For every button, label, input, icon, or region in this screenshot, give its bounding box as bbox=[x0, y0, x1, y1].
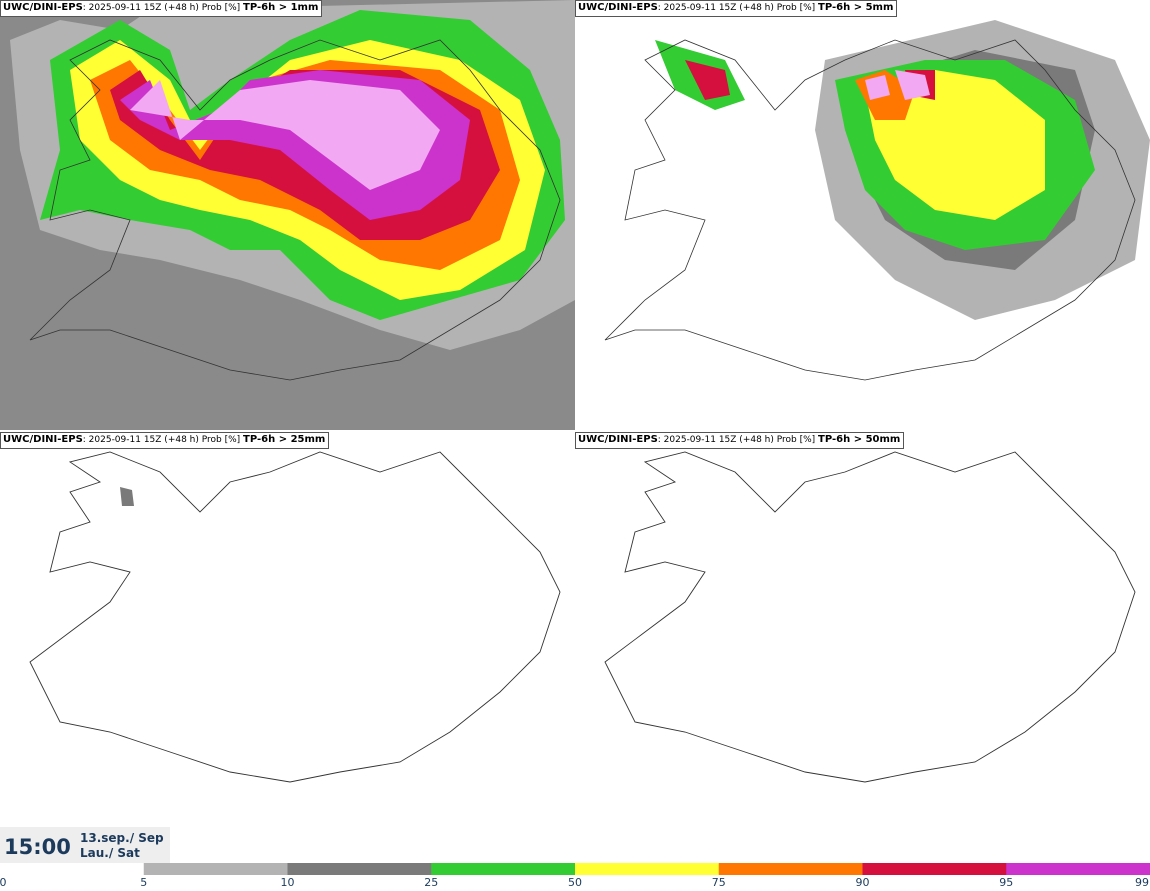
probability-map-1mm bbox=[0, 0, 575, 430]
prob-field bbox=[0, 0, 575, 430]
valid-day-line: Lau./ Sat bbox=[80, 846, 140, 860]
panel-title: UWC/DINI-EPS: 2025-09-11 15Z (+48 h) Pro… bbox=[0, 0, 323, 17]
panel-title: UWC/DINI-EPS: 2025-09-11 15Z (+48 h) Pro… bbox=[0, 432, 330, 449]
colorbar bbox=[0, 863, 1150, 875]
colorbar-tick-label: 5 bbox=[140, 876, 148, 889]
panel-title: UWC/DINI-EPS: 2025-09-11 15Z (+48 h) Pro… bbox=[575, 432, 905, 449]
valid-time-box bbox=[0, 827, 170, 863]
probability-map-50mm bbox=[575, 432, 1150, 827]
valid-date-line: 13.sep./ Sep bbox=[80, 831, 164, 845]
panel-title: UWC/DINI-EPS: 2025-09-11 15Z (+48 h) Pro… bbox=[575, 0, 898, 17]
valid-time: 15:00 bbox=[4, 835, 71, 859]
probability-map-25mm bbox=[0, 432, 575, 827]
colorbar-tick-label: 90 bbox=[855, 876, 870, 889]
coastline bbox=[604, 451, 1136, 783]
map-panel-5mm: UWC/DINI-EPS: 2025-09-11 15Z (+48 h) Pro… bbox=[575, 0, 1150, 430]
colorbar-segment bbox=[718, 863, 863, 875]
colorbar-tick-label: 0 bbox=[0, 876, 7, 889]
colorbar-tick-label: 25 bbox=[424, 876, 439, 889]
coastline bbox=[29, 39, 561, 381]
colorbar-segment bbox=[575, 863, 720, 875]
colorbar-segment bbox=[143, 863, 288, 875]
colorbar-tick-label: 50 bbox=[568, 876, 582, 889]
valid-date: 13.sep./ Sep Lau./ Sat bbox=[80, 831, 164, 861]
colorbar-tick-label: 95 bbox=[999, 876, 1014, 889]
prob-field bbox=[655, 20, 1150, 320]
coastline bbox=[604, 39, 1136, 381]
colorbar-segment bbox=[0, 863, 145, 875]
colorbar-segment bbox=[1006, 863, 1150, 875]
map-panel-25mm: UWC/DINI-EPS: 2025-09-11 15Z (+48 h) Pro… bbox=[0, 432, 575, 862]
map-panel-50mm: UWC/DINI-EPS: 2025-09-11 15Z (+48 h) Pro… bbox=[575, 432, 1150, 862]
prob-field bbox=[120, 487, 134, 506]
coastline bbox=[29, 451, 561, 783]
colorbar-tick-label: 99 bbox=[1135, 876, 1149, 889]
colorbar-tick-label: 75 bbox=[711, 876, 726, 889]
map-panel-1mm: UWC/DINI-EPS: 2025-09-11 15Z (+48 h) Pro… bbox=[0, 0, 575, 430]
colorbar-tick-label: 10 bbox=[280, 876, 295, 889]
colorbar-segment bbox=[431, 863, 576, 875]
colorbar-segment bbox=[862, 863, 1007, 875]
colorbar-segment bbox=[287, 863, 432, 875]
probability-map-5mm bbox=[575, 0, 1150, 430]
